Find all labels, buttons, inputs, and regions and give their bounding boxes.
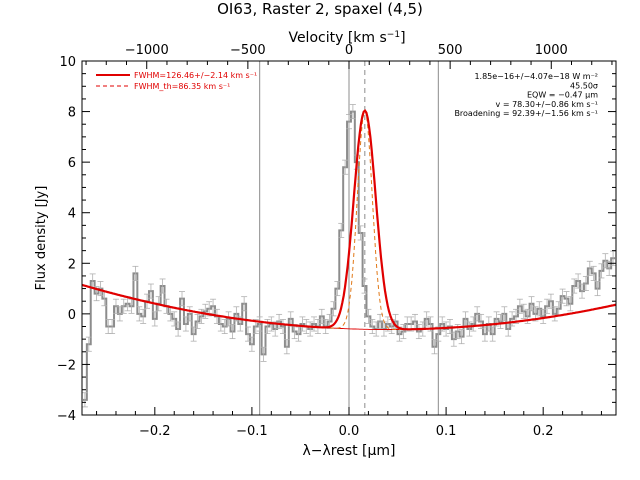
plot-clip-group xyxy=(82,61,616,415)
chart-title: OI63, Raster 2, spaxel (4,5) xyxy=(217,0,423,18)
top-axis-label: Velocity [km s−1] xyxy=(288,30,405,46)
y-tick-label: −4 xyxy=(57,409,76,424)
top-tick-label: 1000 xyxy=(535,43,568,58)
x-tick-label: 0.1 xyxy=(436,424,457,439)
top-tick-label: 500 xyxy=(438,43,463,58)
x-tick-label: −0.1 xyxy=(236,424,268,439)
x-tick-label: −0.2 xyxy=(139,424,171,439)
y-tick-label: 10 xyxy=(59,55,76,70)
y-tick-label: 8 xyxy=(68,106,76,121)
plot-area: −0.2 −0.1 0.0 0.1 0.2 −4 −2 0 2 4 6 8 10 −1000 −500 0 50… xyxy=(57,43,616,439)
y-axis-label: Flux density [Jy] xyxy=(34,186,49,291)
y-tick-label: 6 xyxy=(68,156,76,171)
annotation-line-4: Broadening = 92.39+/−1.56 km s⁻¹ xyxy=(454,109,598,118)
y-tick-label: 4 xyxy=(68,207,76,222)
legend-label-1: FWHM_th=86.35 km s⁻¹ xyxy=(134,82,230,91)
y-tick-label: 2 xyxy=(68,257,76,272)
top-tick-label: −500 xyxy=(230,43,266,58)
plot-frame xyxy=(81,60,617,416)
annotation-line-2: EQW = −0.47 μm xyxy=(527,91,598,100)
fit-curve xyxy=(82,108,616,331)
annotation-line-1: 45.50σ xyxy=(570,81,598,90)
annotation-line-0: 1.85e−16+/−4.07e−18 W m⁻² xyxy=(474,72,598,81)
x-axis-label: λ−λrest [μm] xyxy=(302,443,395,459)
top-tick-label: −1000 xyxy=(125,43,169,58)
top-tick-label: 0 xyxy=(345,43,353,58)
y-tick-label: −2 xyxy=(57,358,76,373)
y-tick-label: 0 xyxy=(68,308,76,323)
annotation-line-3: v = 78.30+/−0.86 km s⁻¹ xyxy=(496,100,598,109)
legend-label-0: FWHM=126.46+/−2.14 km s⁻¹ xyxy=(134,71,257,80)
x-tick-label: 0.2 xyxy=(533,424,554,439)
x-tick-label: 0.0 xyxy=(339,424,360,439)
